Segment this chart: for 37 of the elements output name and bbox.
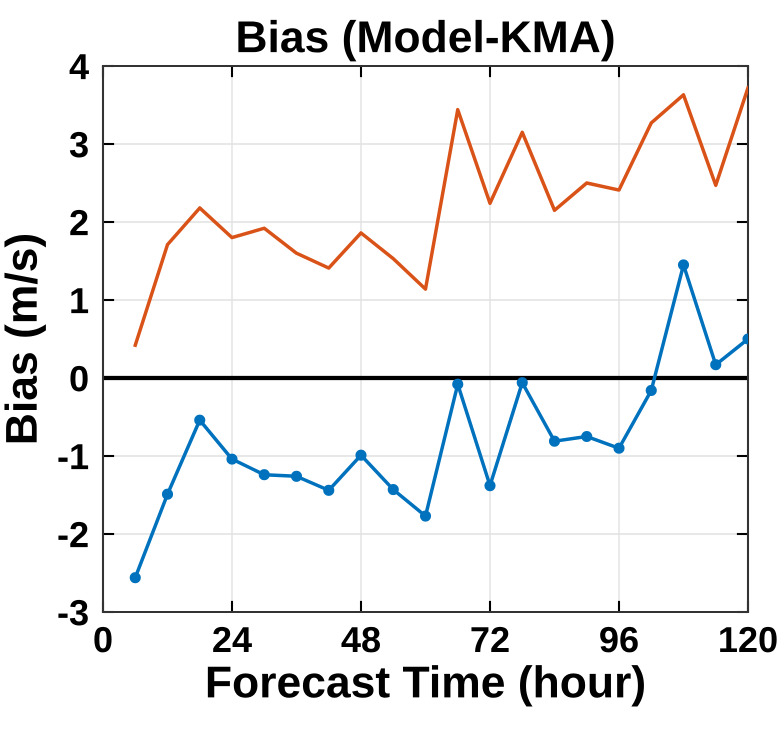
x-tick-label: 120 (720, 626, 777, 652)
x-tick-label: 96 (600, 626, 638, 652)
y-tick-label: -2 (58, 522, 88, 548)
y-tick-label: -3 (58, 600, 88, 626)
point (388, 484, 399, 496)
chart-title: Bias (Model-KMA) (238, 20, 614, 62)
y-axis-title: Bias (m/s) (4, 235, 46, 442)
y-tick-label: 0 (70, 366, 88, 392)
point (646, 384, 657, 396)
point (548, 436, 560, 447)
point (162, 488, 174, 500)
point (290, 470, 302, 482)
point (323, 484, 334, 496)
x-tick-label: 72 (471, 626, 509, 652)
point (452, 378, 464, 390)
point (613, 442, 625, 454)
y-tick-label: 3 (70, 132, 88, 158)
point (258, 469, 270, 480)
point (516, 377, 528, 388)
point (355, 450, 367, 461)
y-tick-label: 1 (71, 288, 88, 314)
point (226, 454, 238, 465)
y-tick-label: 2 (70, 210, 88, 236)
x-axis-title: Forecast Time (hour) (208, 665, 644, 707)
point (194, 414, 206, 426)
point (130, 572, 141, 584)
point (678, 259, 690, 270)
line-series (134, 86, 748, 347)
point (484, 480, 496, 492)
point (420, 510, 432, 522)
x-tick-label: 24 (213, 626, 252, 652)
point (710, 359, 722, 370)
point (581, 430, 592, 442)
x-tick-label: 0 (94, 626, 112, 652)
y-tick-label: -1 (58, 444, 88, 470)
y-tick-label: 4 (70, 54, 89, 80)
x-tick-label: 48 (341, 626, 380, 652)
